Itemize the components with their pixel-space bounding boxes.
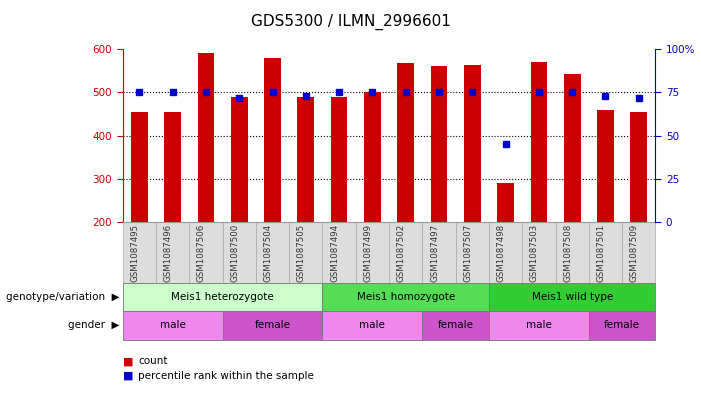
Text: GSM1087501: GSM1087501 (597, 224, 606, 282)
Text: GSM1087503: GSM1087503 (530, 224, 539, 282)
Bar (464, 65, 481, 222)
Text: ■: ■ (123, 356, 133, 366)
Text: GSM1087499: GSM1087499 (363, 224, 372, 282)
Bar (430, 66, 447, 222)
Text: GSM1087494: GSM1087494 (330, 224, 339, 282)
Text: Meis1 homozygote: Meis1 homozygote (357, 292, 455, 302)
Text: male: male (360, 320, 386, 331)
Text: GSM1087495: GSM1087495 (130, 224, 139, 282)
Text: male: male (160, 320, 186, 331)
Bar (297, 97, 314, 222)
Text: ■: ■ (123, 371, 133, 381)
Bar (231, 97, 247, 222)
Text: male: male (526, 320, 552, 331)
Text: GSM1087505: GSM1087505 (297, 224, 306, 282)
Text: GDS5300 / ILMN_2996601: GDS5300 / ILMN_2996601 (250, 14, 451, 30)
Text: GSM1087507: GSM1087507 (463, 224, 472, 282)
Text: GSM1087504: GSM1087504 (264, 224, 273, 282)
Text: GSM1087506: GSM1087506 (197, 224, 206, 282)
Text: GSM1087497: GSM1087497 (430, 224, 439, 282)
Text: GSM1087508: GSM1087508 (563, 224, 572, 282)
Text: female: female (604, 320, 640, 331)
Text: GSM1087502: GSM1087502 (397, 224, 406, 282)
Bar (564, 74, 580, 222)
Bar (331, 97, 348, 222)
Bar (264, 58, 281, 222)
Bar (131, 112, 148, 222)
Bar (497, 183, 514, 222)
Text: gender  ▶: gender ▶ (68, 320, 119, 331)
Text: female: female (437, 320, 474, 331)
Text: percentile rank within the sample: percentile rank within the sample (138, 371, 314, 381)
Bar (597, 110, 614, 222)
Text: female: female (254, 320, 290, 331)
Text: GSM1087509: GSM1087509 (629, 224, 639, 282)
Text: Meis1 heterozygote: Meis1 heterozygote (171, 292, 274, 302)
Text: GSM1087498: GSM1087498 (496, 224, 505, 282)
Bar (164, 112, 181, 222)
Text: count: count (138, 356, 168, 366)
Text: GSM1087500: GSM1087500 (230, 224, 239, 282)
Bar (630, 112, 647, 222)
Bar (397, 63, 414, 222)
Text: Meis1 wild type: Meis1 wild type (531, 292, 613, 302)
Bar (364, 92, 381, 222)
Bar (531, 62, 547, 222)
Bar (198, 53, 215, 222)
Text: genotype/variation  ▶: genotype/variation ▶ (6, 292, 119, 302)
Text: GSM1087496: GSM1087496 (163, 224, 172, 282)
